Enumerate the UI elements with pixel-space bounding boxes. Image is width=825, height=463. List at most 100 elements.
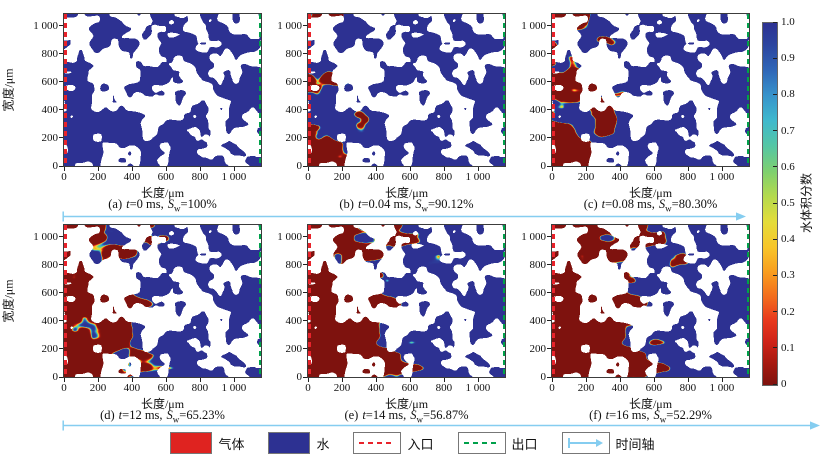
colorbar-tick-mark (773, 347, 777, 349)
caption-equals: = (422, 408, 431, 422)
y-tick-mark (303, 348, 307, 350)
caption-s-symbol: S (415, 197, 422, 211)
y-tick-mark (303, 81, 307, 83)
y-tick-label: 200 (285, 342, 303, 355)
x-tick-mark (341, 167, 343, 171)
caption-saturation-value: 52.29% (673, 408, 712, 422)
legend-item-gas: 气体 (170, 432, 244, 454)
y-tick-mark (59, 165, 63, 167)
caption-t-symbol: t (362, 408, 366, 422)
caption-t-symbol: t (126, 197, 130, 211)
y-tick-label: 1 000 (277, 230, 302, 243)
caption-saturation-value: 56.87% (430, 408, 469, 422)
legend-swatch-gas (170, 432, 213, 454)
y-tick-label: 200 (529, 342, 547, 355)
legend-label: 时间轴 (615, 436, 655, 452)
caption-equals: = (666, 408, 674, 422)
colorbar-tick-mark (773, 166, 777, 168)
panel-f-heatmap (552, 225, 749, 377)
caption-time-value: 16 ms (616, 408, 647, 422)
legend-dash-line-icon (463, 442, 500, 444)
caption-panel-label: (b) (339, 197, 354, 211)
caption-equals: = (180, 197, 188, 211)
x-tick-label: 200 (577, 171, 595, 183)
caption-equals: = (609, 408, 617, 422)
x-tick-label: 800 (679, 171, 697, 183)
x-tick-mark (721, 167, 723, 171)
caption-comma: , (160, 197, 164, 211)
legend-item-outlet: 出口 (457, 432, 538, 454)
caption-panel-label: (e) (344, 408, 359, 422)
y-tick-label: 800 (41, 47, 59, 60)
x-tick-label: 200 (577, 382, 595, 394)
x-tick-mark (233, 167, 235, 171)
inlet-line (64, 225, 67, 377)
caption-w-subscript: w (659, 414, 667, 425)
y-tick-label: 0 (296, 371, 303, 383)
y-tick-mark (59, 348, 63, 350)
caption-saturation-value: 65.23% (186, 408, 225, 422)
y-tick-mark (303, 109, 307, 111)
x-tick-mark (375, 378, 377, 382)
y-tick-mark (59, 376, 63, 378)
x-tick-label: 1 000 (709, 171, 735, 183)
x-tick-mark (653, 167, 655, 171)
x-tick-mark (165, 167, 167, 171)
x-tick-label: 600 (157, 382, 175, 394)
y-tick-label: 600 (41, 286, 59, 299)
caption-equals: = (427, 197, 436, 211)
y-tick-label: 200 (529, 131, 547, 144)
x-tick-mark (687, 167, 689, 171)
x-tick-label: 800 (435, 382, 453, 394)
caption-equals: = (179, 408, 187, 422)
colorbar-tick-mark (773, 130, 777, 132)
colorbar-tick-label: 0.5 (781, 197, 795, 209)
x-tick-label: 400 (611, 171, 629, 183)
x-tick-mark (97, 378, 99, 382)
colorbar-tick-mark (773, 383, 777, 385)
y-tick-label: 600 (41, 75, 59, 88)
x-tick-label: 800 (679, 382, 697, 394)
legend-item-water: 水 (268, 432, 329, 454)
inlet-line (308, 14, 311, 166)
y-tick-mark (303, 165, 307, 167)
panel-caption-d: (d) t=12 ms, Sw=65.23% (24, 408, 301, 425)
panel-f-plot (551, 224, 750, 378)
legend: 气体 水 入口 出口 时间轴 (0, 430, 825, 456)
colorbar-tick-label: 0 (781, 378, 787, 390)
colorbar-tick-label: 0.1 (781, 341, 795, 354)
x-tick-mark (443, 167, 445, 171)
caption-time-value: 0.04 ms (368, 197, 409, 211)
x-tick-label: 1 000 (465, 171, 491, 183)
x-tick-label: 400 (123, 171, 141, 183)
x-tick-mark (443, 378, 445, 382)
y-tick-mark (547, 348, 551, 350)
inlet-line (308, 225, 311, 377)
caption-equals: = (605, 197, 613, 211)
x-tick-mark (64, 378, 65, 382)
y-tick-label: 400 (529, 103, 547, 116)
outlet-line (502, 225, 505, 377)
y-tick-label: 400 (285, 103, 303, 116)
panel-e-plot (307, 224, 506, 378)
x-tick-mark (308, 167, 309, 171)
caption-saturation-value: 80.30% (678, 197, 718, 211)
time-axis-arrow-row1 (62, 211, 746, 222)
caption-w-subscript: w (421, 203, 428, 214)
panel-caption-a: (a) t=0 ms, Sw=100% (24, 197, 301, 214)
y-tick-mark (547, 165, 551, 167)
y-tick-label: 400 (285, 314, 303, 327)
caption-equals: = (671, 197, 679, 211)
y-tick-mark (59, 292, 63, 294)
x-tick-mark (409, 167, 411, 171)
x-axis-label: 长度/μm (628, 397, 673, 411)
panel-a-plot (63, 13, 262, 167)
y-tick-mark (59, 53, 63, 55)
x-axis-label: 长度/μm (140, 397, 185, 411)
y-tick-mark (303, 53, 307, 55)
colorbar-tick-label: 0.7 (781, 124, 795, 137)
y-tick-mark (547, 109, 551, 111)
y-tick-label: 1 000 (33, 19, 58, 32)
caption-saturation-value: 100% (187, 197, 217, 211)
